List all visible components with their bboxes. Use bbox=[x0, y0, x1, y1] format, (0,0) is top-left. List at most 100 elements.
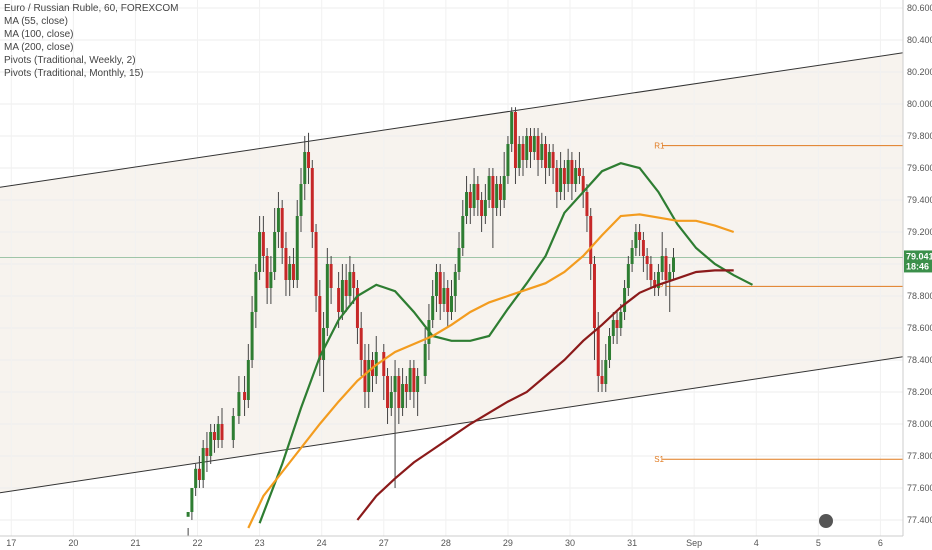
y-tick-label: 78.200 bbox=[907, 387, 932, 397]
candle-body bbox=[325, 264, 329, 328]
candle-body bbox=[367, 360, 371, 392]
candle-body bbox=[592, 264, 596, 328]
candle-body bbox=[465, 192, 469, 216]
candle-body bbox=[310, 168, 314, 232]
candle-body bbox=[258, 232, 262, 272]
candle-body bbox=[416, 376, 420, 392]
pivot-label-r1: R1 bbox=[654, 142, 665, 151]
candle-body bbox=[201, 448, 205, 480]
candle-body bbox=[314, 232, 318, 296]
candle-body bbox=[220, 424, 224, 440]
candle-body bbox=[231, 416, 235, 440]
candle-body bbox=[525, 136, 529, 160]
candle-body bbox=[265, 256, 269, 288]
candle-body bbox=[216, 424, 220, 440]
candle-body bbox=[348, 272, 352, 296]
last-price-label: 79.041 bbox=[906, 251, 932, 261]
candle-body bbox=[408, 368, 412, 392]
candle-body bbox=[649, 264, 653, 280]
candle-body bbox=[461, 216, 465, 248]
x-tick-label: 17 bbox=[6, 538, 16, 548]
candle-body bbox=[551, 152, 555, 168]
candle-body bbox=[671, 257, 675, 272]
candle-body bbox=[307, 152, 311, 168]
channel-upper-line bbox=[0, 52, 904, 188]
ma-line-ma-100-close- bbox=[247, 213, 735, 529]
y-tick-label: 80.600 bbox=[907, 3, 932, 13]
candle-body bbox=[434, 272, 438, 296]
ma-line-ma-200-close- bbox=[356, 269, 734, 521]
y-tick-label: 78.400 bbox=[907, 355, 932, 365]
candle-body bbox=[498, 184, 502, 200]
candle-body bbox=[246, 360, 250, 400]
candle-body bbox=[382, 352, 386, 376]
candle-body bbox=[250, 312, 254, 360]
candle-body bbox=[197, 468, 201, 480]
y-tick-label: 77.800 bbox=[907, 451, 932, 461]
candle-body bbox=[355, 288, 359, 328]
candle-body bbox=[243, 392, 247, 400]
candle-body bbox=[446, 288, 450, 312]
candle-body bbox=[619, 312, 623, 328]
candle-body bbox=[438, 272, 442, 304]
candle-body bbox=[453, 272, 457, 296]
y-tick-label: 78.000 bbox=[907, 419, 932, 429]
legend-pivots-weekly: Pivots (Traditional, Weekly, 2) bbox=[4, 55, 136, 66]
x-tick-label: 6 bbox=[878, 538, 883, 548]
candle-body bbox=[495, 184, 499, 208]
candle-body bbox=[566, 160, 570, 184]
candle-body bbox=[532, 136, 536, 152]
candle-body bbox=[630, 248, 634, 264]
x-tick-label: 29 bbox=[503, 538, 513, 548]
y-tick-label: 80.000 bbox=[907, 99, 932, 109]
legend-ma200: MA (200, close) bbox=[4, 42, 74, 53]
candle-body bbox=[401, 384, 405, 408]
candle-body bbox=[656, 272, 660, 288]
candle-body bbox=[480, 200, 484, 216]
candle-body bbox=[303, 152, 307, 184]
candle-body bbox=[254, 272, 258, 312]
candle-body bbox=[510, 112, 514, 144]
ma-line-ma-55-close- bbox=[258, 162, 754, 524]
candle-body bbox=[623, 288, 627, 312]
y-tick-label: 79.600 bbox=[907, 163, 932, 173]
candle-body bbox=[547, 152, 551, 168]
candle-body bbox=[562, 168, 566, 184]
x-tick-label: 24 bbox=[317, 538, 327, 548]
candle-body bbox=[186, 512, 190, 517]
price-axis-bg bbox=[903, 0, 932, 550]
candle-body bbox=[450, 296, 453, 312]
y-tick-label: 79.200 bbox=[907, 227, 932, 237]
candle-body bbox=[431, 296, 435, 320]
candle-body bbox=[442, 288, 446, 304]
last-price-badge bbox=[904, 250, 932, 273]
candle-body bbox=[288, 264, 292, 280]
channel-lower-line bbox=[0, 356, 904, 494]
candle-body bbox=[386, 376, 390, 408]
candle-body bbox=[634, 232, 638, 248]
candle-body bbox=[318, 296, 322, 360]
candle-body bbox=[502, 176, 506, 200]
candle-body bbox=[513, 112, 517, 168]
candle-body bbox=[581, 176, 585, 192]
legend-ma55: MA (55, close) bbox=[4, 16, 68, 27]
candle-body bbox=[212, 432, 216, 440]
candle-body bbox=[476, 184, 480, 200]
y-tick-label: 78.800 bbox=[907, 291, 932, 301]
candle-body bbox=[404, 384, 408, 392]
candle-body bbox=[589, 216, 593, 264]
candle-body bbox=[423, 344, 427, 376]
candle-body bbox=[660, 256, 664, 272]
channel-fill bbox=[0, 52, 903, 493]
candle-body bbox=[585, 192, 589, 216]
x-tick-label: 23 bbox=[255, 538, 265, 548]
candle-body bbox=[544, 144, 548, 168]
candle-body bbox=[645, 256, 649, 264]
y-tick-label: 79.400 bbox=[907, 195, 932, 205]
candle-body bbox=[190, 488, 194, 512]
candle-body bbox=[529, 136, 533, 152]
x-tick-label: 4 bbox=[754, 538, 759, 548]
candle-body bbox=[359, 328, 363, 360]
candle-body bbox=[322, 328, 326, 360]
